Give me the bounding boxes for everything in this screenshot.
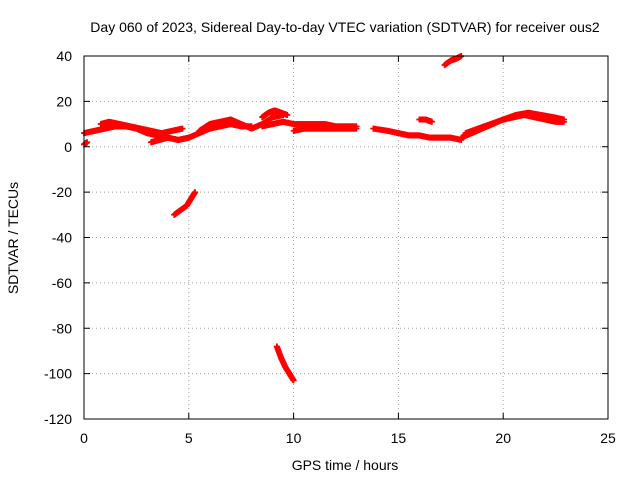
data-point — [284, 111, 291, 118]
data-point — [84, 139, 91, 146]
series-start — [81, 139, 91, 148]
x-tick-label: 10 — [286, 430, 302, 446]
y-tick-label: -100 — [44, 366, 72, 382]
y-tick-label: 20 — [56, 93, 72, 109]
y-axis-label: SDTVAR / TECUs — [5, 182, 21, 294]
series-main-k — [458, 111, 567, 141]
y-tick-label: 0 — [64, 139, 72, 155]
x-tick-label: 15 — [391, 430, 407, 446]
series-main-h — [370, 125, 465, 143]
y-tick-label: -60 — [52, 275, 72, 291]
data-point — [179, 125, 186, 132]
data-point — [560, 118, 567, 125]
data-points — [81, 53, 567, 384]
data-point — [353, 125, 360, 132]
data-point — [290, 377, 297, 384]
series-lower-deep — [273, 343, 297, 384]
x-tick-label: 25 — [600, 430, 616, 446]
y-tick-label: 40 — [56, 48, 72, 64]
y-tick-label: -40 — [52, 230, 72, 246]
y-axis-ticks: -120 -100 -80 -60 -40 -20 0 20 40 — [44, 48, 608, 427]
series-upper-arc — [441, 53, 465, 69]
y-tick-label: -80 — [52, 320, 72, 336]
series-main-e — [259, 107, 291, 121]
series-lower-left — [171, 189, 199, 218]
x-tick-label: 5 — [185, 430, 193, 446]
data-point — [192, 189, 199, 196]
chart-title: Day 060 of 2023, Sidereal Day-to-day VTE… — [90, 19, 600, 35]
x-axis-label: GPS time / hours — [292, 457, 399, 473]
x-tick-label: 20 — [495, 430, 511, 446]
data-point — [428, 118, 435, 125]
series-main-i — [416, 116, 435, 125]
y-tick-label: -20 — [52, 184, 72, 200]
x-axis-ticks: 0 5 10 15 20 25 — [80, 56, 616, 446]
series-main-g — [290, 125, 360, 134]
series-main-c — [148, 121, 255, 146]
y-tick-label: -120 — [44, 411, 72, 427]
series-main-b — [97, 118, 186, 137]
x-tick-label: 0 — [80, 430, 88, 446]
